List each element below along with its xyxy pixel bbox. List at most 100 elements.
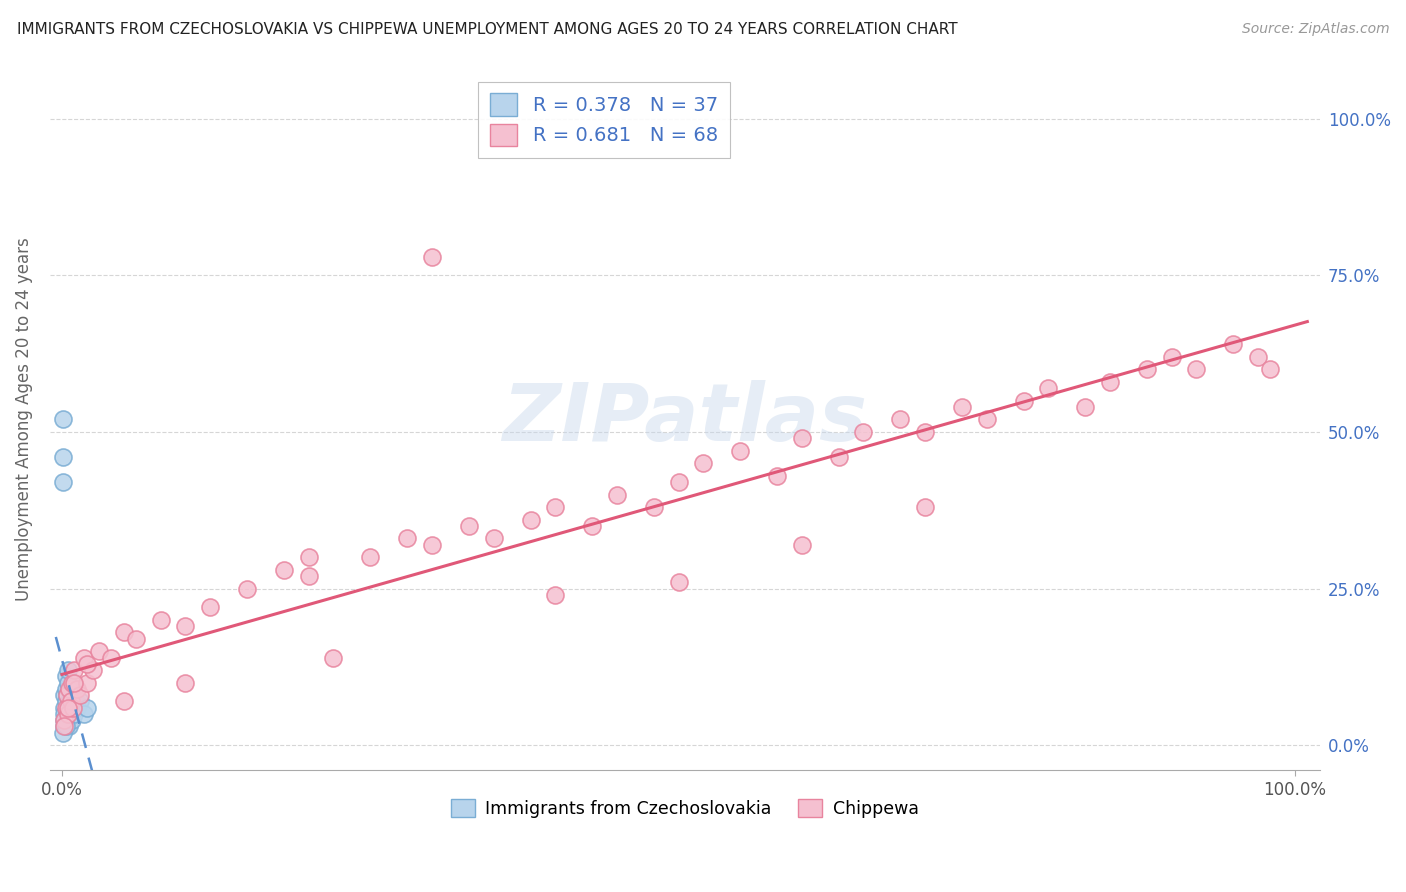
Point bbox=[52, 450, 75, 464]
Point bbox=[60, 681, 83, 696]
Point bbox=[914, 425, 936, 439]
Point bbox=[58, 681, 80, 696]
Point bbox=[889, 412, 911, 426]
Point bbox=[174, 675, 197, 690]
Point bbox=[482, 532, 505, 546]
Point bbox=[53, 713, 76, 727]
Point bbox=[69, 688, 91, 702]
Point bbox=[53, 700, 76, 714]
Point bbox=[322, 650, 344, 665]
Point bbox=[52, 412, 75, 426]
Point bbox=[643, 500, 665, 515]
Point bbox=[1260, 362, 1282, 376]
Point bbox=[581, 519, 603, 533]
Point bbox=[297, 569, 319, 583]
Point bbox=[198, 600, 221, 615]
Point bbox=[63, 688, 86, 702]
Point bbox=[53, 688, 76, 702]
Point bbox=[1222, 337, 1244, 351]
Point bbox=[53, 719, 76, 733]
Point bbox=[56, 700, 79, 714]
Point bbox=[55, 700, 77, 714]
Point bbox=[1038, 381, 1060, 395]
Point bbox=[950, 400, 973, 414]
Point bbox=[55, 681, 77, 696]
Point bbox=[112, 625, 135, 640]
Point bbox=[56, 688, 79, 702]
Point bbox=[56, 706, 79, 721]
Point bbox=[55, 719, 77, 733]
Point bbox=[63, 675, 86, 690]
Point bbox=[69, 694, 91, 708]
Point bbox=[56, 706, 79, 721]
Point bbox=[59, 700, 82, 714]
Point bbox=[1074, 400, 1097, 414]
Point bbox=[544, 500, 567, 515]
Point bbox=[87, 644, 110, 658]
Point bbox=[606, 488, 628, 502]
Point bbox=[62, 700, 84, 714]
Point bbox=[82, 663, 104, 677]
Point bbox=[236, 582, 259, 596]
Point bbox=[1247, 350, 1270, 364]
Point bbox=[852, 425, 875, 439]
Point bbox=[66, 681, 89, 696]
Point bbox=[420, 538, 443, 552]
Point bbox=[519, 513, 541, 527]
Point bbox=[790, 538, 813, 552]
Point bbox=[766, 468, 789, 483]
Point bbox=[76, 657, 98, 671]
Point bbox=[59, 694, 82, 708]
Point bbox=[56, 713, 79, 727]
Point bbox=[149, 613, 172, 627]
Point bbox=[55, 694, 77, 708]
Point bbox=[56, 688, 79, 702]
Legend: Immigrants from Czechoslovakia, Chippewa: Immigrants from Czechoslovakia, Chippewa bbox=[444, 792, 925, 825]
Point bbox=[56, 719, 79, 733]
Point bbox=[59, 688, 82, 702]
Point bbox=[53, 713, 76, 727]
Point bbox=[63, 706, 86, 721]
Point bbox=[1185, 362, 1208, 376]
Point bbox=[457, 519, 479, 533]
Point bbox=[56, 675, 79, 690]
Point bbox=[58, 706, 80, 721]
Point bbox=[1136, 362, 1159, 376]
Point bbox=[790, 431, 813, 445]
Point bbox=[174, 619, 197, 633]
Text: Source: ZipAtlas.com: Source: ZipAtlas.com bbox=[1241, 22, 1389, 37]
Point bbox=[359, 550, 381, 565]
Point bbox=[828, 450, 851, 464]
Point bbox=[976, 412, 998, 426]
Point bbox=[668, 475, 690, 489]
Point bbox=[1012, 393, 1035, 408]
Point bbox=[52, 725, 75, 739]
Point bbox=[52, 475, 75, 489]
Point bbox=[76, 700, 98, 714]
Point bbox=[668, 575, 690, 590]
Point bbox=[55, 669, 77, 683]
Point bbox=[1099, 375, 1122, 389]
Point bbox=[65, 694, 87, 708]
Point bbox=[66, 700, 89, 714]
Point bbox=[53, 706, 76, 721]
Point bbox=[58, 694, 80, 708]
Point bbox=[63, 663, 86, 677]
Point bbox=[692, 456, 714, 470]
Point bbox=[58, 719, 80, 733]
Point bbox=[112, 694, 135, 708]
Point bbox=[73, 650, 96, 665]
Point bbox=[100, 650, 122, 665]
Point bbox=[544, 588, 567, 602]
Point bbox=[1160, 350, 1182, 364]
Point bbox=[297, 550, 319, 565]
Point bbox=[56, 706, 79, 721]
Point bbox=[53, 719, 76, 733]
Point bbox=[60, 675, 83, 690]
Point bbox=[396, 532, 419, 546]
Point bbox=[60, 713, 83, 727]
Point bbox=[56, 700, 79, 714]
Point bbox=[914, 500, 936, 515]
Point bbox=[273, 563, 295, 577]
Point bbox=[420, 250, 443, 264]
